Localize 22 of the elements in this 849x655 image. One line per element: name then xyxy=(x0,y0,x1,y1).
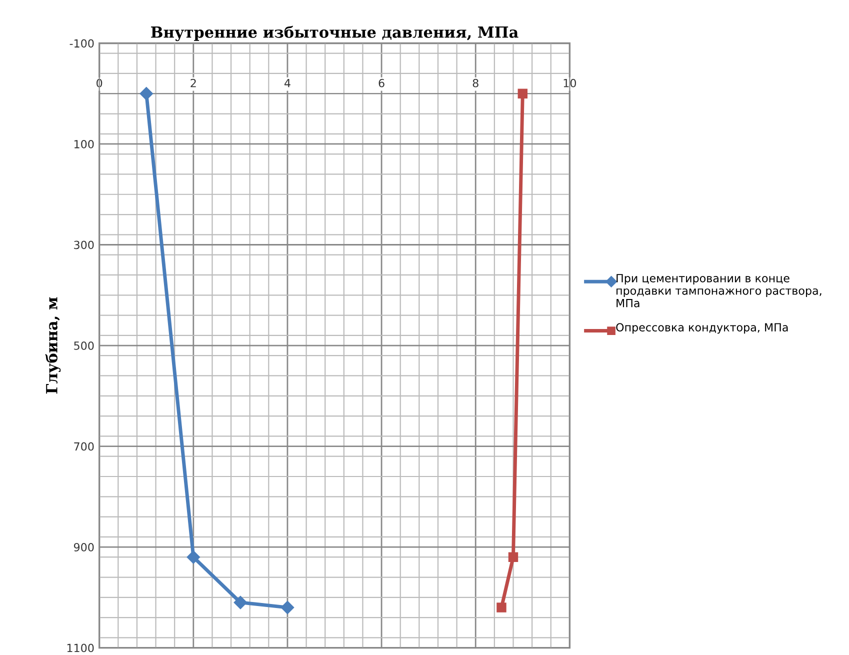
y-tick-label: 1100 xyxy=(67,644,94,652)
point xyxy=(496,602,506,612)
x-tick-label: 4 xyxy=(284,79,290,88)
y-tick-label: 100 xyxy=(74,140,94,148)
point xyxy=(234,596,248,610)
point xyxy=(518,88,528,98)
x-tick-label: 2 xyxy=(190,78,196,88)
point xyxy=(140,87,153,100)
y-axis-title: Глубина, м xyxy=(45,297,61,394)
y-tick-label: -100 xyxy=(70,39,94,48)
legend-label: При цементировании в конце продавки тампонажного раствора, МПа xyxy=(616,274,822,308)
legend-label: Опрессовка кондуктора, МПа xyxy=(616,323,788,334)
point xyxy=(186,550,200,564)
x-tick-label: 8 xyxy=(472,78,478,88)
point xyxy=(508,552,518,562)
point xyxy=(280,600,294,614)
y-tick-label: 300 xyxy=(74,240,94,250)
y-tick-label: 500 xyxy=(74,341,94,350)
y-tick-label: 900 xyxy=(74,543,94,552)
chart-title: Внутренние избыточные давления, МПа xyxy=(151,26,518,42)
x-tick-label: 6 xyxy=(378,78,384,88)
y-tick-label: 700 xyxy=(74,442,94,451)
